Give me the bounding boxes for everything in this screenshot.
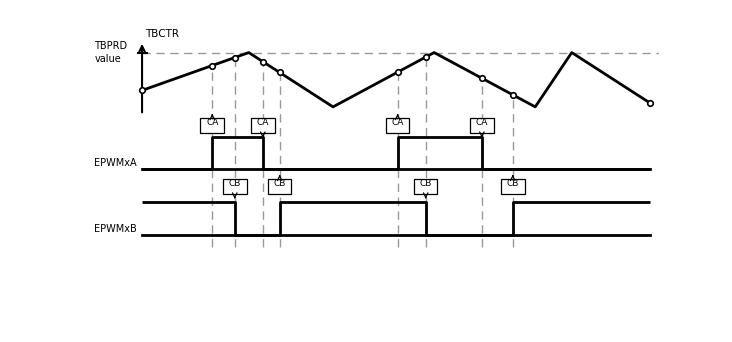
Bar — [251, 118, 274, 133]
Text: CA: CA — [392, 118, 404, 127]
Text: CB: CB — [507, 179, 519, 188]
Bar — [501, 179, 525, 194]
Bar — [268, 179, 291, 194]
Bar — [386, 118, 409, 133]
Text: CB: CB — [419, 179, 432, 188]
Bar — [223, 179, 247, 194]
Text: EPWMxA: EPWMxA — [94, 158, 137, 168]
Text: EPWMxB: EPWMxB — [94, 224, 137, 234]
Text: TBCTR: TBCTR — [145, 29, 179, 39]
Bar — [201, 118, 224, 133]
Text: CA: CA — [257, 118, 269, 127]
Text: CB: CB — [228, 179, 241, 188]
Bar — [470, 118, 493, 133]
Bar — [414, 179, 438, 194]
Text: CB: CB — [274, 179, 286, 188]
Text: CA: CA — [206, 118, 218, 127]
Text: TBPRD
value: TBPRD value — [94, 41, 127, 64]
Text: CA: CA — [476, 118, 488, 127]
